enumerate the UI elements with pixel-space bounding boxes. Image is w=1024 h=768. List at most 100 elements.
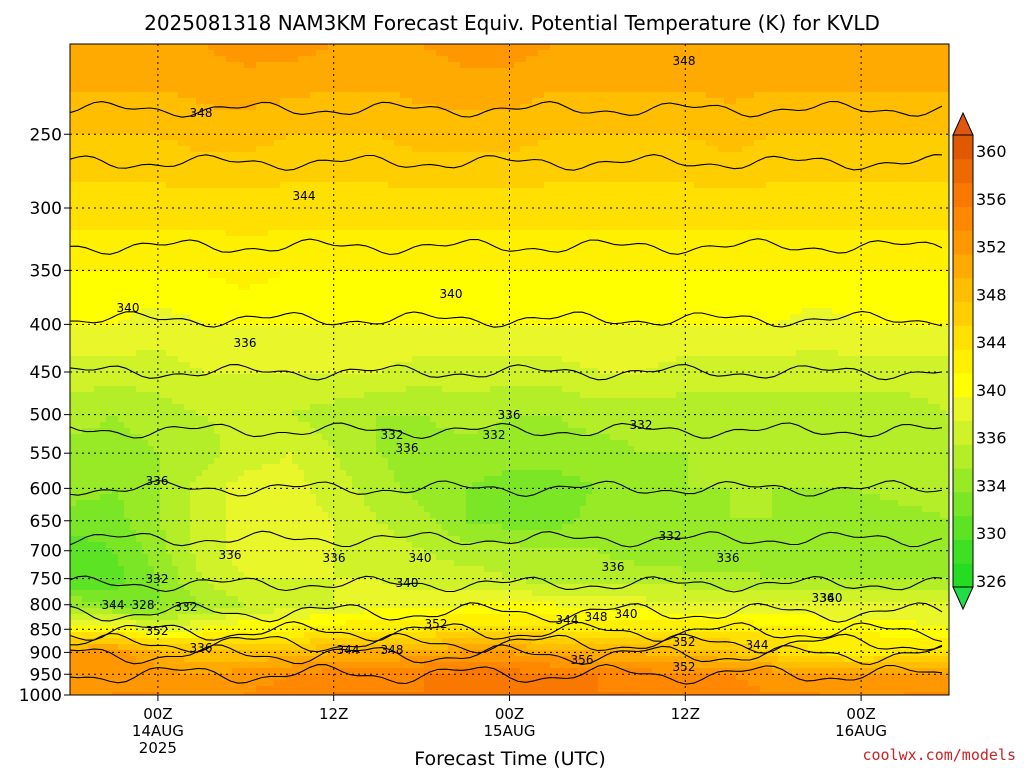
field-cell (670, 188, 677, 195)
field-cell (772, 170, 779, 177)
field-cell (202, 122, 209, 129)
field-cell (370, 86, 377, 93)
field-cell (466, 176, 473, 183)
field-cell (154, 86, 161, 93)
field-cell (616, 158, 623, 165)
field-cell (628, 140, 635, 147)
field-cell (676, 164, 683, 171)
field-cell (328, 164, 335, 171)
field-cell (676, 86, 683, 93)
field-cell (406, 176, 413, 183)
field-cell (112, 206, 119, 213)
field-cell (802, 176, 809, 183)
field-cell (298, 128, 305, 135)
field-cell (736, 224, 743, 231)
field-cell (760, 80, 767, 87)
field-cell (688, 158, 695, 165)
field-cell (676, 242, 683, 249)
field-cell (232, 56, 239, 63)
field-cell (676, 194, 683, 201)
field-cell (808, 98, 815, 105)
field-cell (142, 200, 149, 207)
field-cell (556, 236, 563, 243)
field-cell (220, 98, 227, 105)
field-cell (796, 152, 803, 159)
field-cell (364, 92, 371, 99)
field-cell (838, 140, 845, 147)
field-cell (394, 170, 401, 177)
field-cell (640, 194, 647, 201)
field-cell (874, 86, 881, 93)
field-cell (598, 194, 605, 201)
field-cell (640, 134, 647, 141)
field-cell (508, 62, 515, 69)
field-cell (544, 116, 551, 123)
field-cell (298, 152, 305, 159)
field-cell (886, 92, 893, 99)
field-cell (274, 134, 281, 141)
field-cell (70, 152, 77, 159)
field-cell (604, 116, 611, 123)
field-cell (556, 92, 563, 99)
field-cell (880, 194, 887, 201)
field-cell (430, 152, 437, 159)
field-cell (772, 92, 779, 99)
field-cell (406, 86, 413, 93)
field-cell (556, 206, 563, 213)
field-cell (118, 134, 125, 141)
field-cell (130, 104, 137, 111)
field-cell (832, 182, 839, 189)
field-cell (514, 128, 521, 135)
field-cell (604, 86, 611, 93)
field-cell (760, 230, 767, 237)
field-cell (808, 242, 815, 249)
field-cell (910, 80, 917, 87)
field-cell (628, 104, 635, 111)
field-cell (838, 74, 845, 81)
field-cell (292, 176, 299, 183)
field-cell (514, 176, 521, 183)
field-cell (694, 152, 701, 159)
field-cell (346, 182, 353, 189)
field-cell (178, 62, 185, 69)
field-cell (604, 50, 611, 57)
field-cell (292, 146, 299, 153)
field-cell (736, 242, 743, 249)
field-cell (454, 242, 461, 249)
field-cell (202, 176, 209, 183)
field-cell (190, 86, 197, 93)
field-cell (292, 200, 299, 207)
field-cell (256, 68, 263, 75)
field-cell (730, 188, 737, 195)
field-cell (454, 104, 461, 111)
field-cell (592, 110, 599, 117)
field-cell (130, 68, 137, 75)
field-cell (472, 194, 479, 201)
field-cell (148, 200, 155, 207)
field-cell (634, 140, 641, 147)
field-cell (454, 134, 461, 141)
field-cell (388, 206, 395, 213)
field-cell (754, 56, 761, 63)
field-cell (826, 146, 833, 153)
field-cell (232, 230, 239, 237)
field-cell (532, 134, 539, 141)
field-cell (664, 92, 671, 99)
field-cell (862, 86, 869, 93)
field-cell (478, 200, 485, 207)
field-cell (178, 68, 185, 75)
field-cell (112, 224, 119, 231)
field-cell (850, 98, 857, 105)
field-cell (424, 146, 431, 153)
field-cell (898, 146, 905, 153)
field-cell (712, 62, 719, 69)
field-cell (604, 164, 611, 171)
field-cell (694, 218, 701, 225)
field-cell (82, 74, 89, 81)
field-cell (412, 68, 419, 75)
field-cell (340, 170, 347, 177)
field-cell (688, 56, 695, 63)
field-cell (532, 110, 539, 117)
field-cell (298, 62, 305, 69)
field-cell (406, 224, 413, 231)
